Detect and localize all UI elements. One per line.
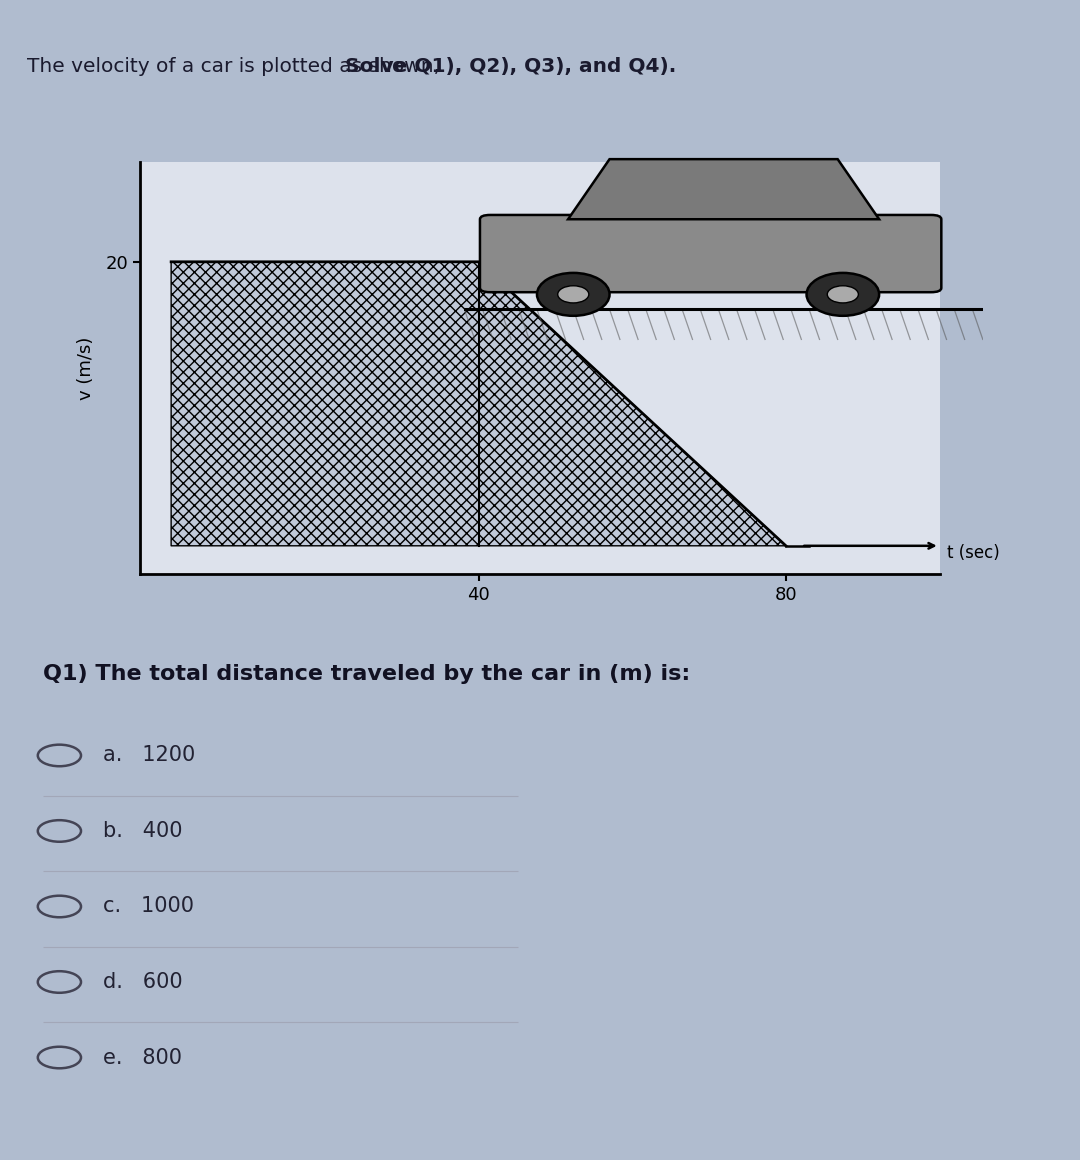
Text: d.   600: d. 600 (103, 972, 183, 992)
Polygon shape (568, 159, 879, 219)
Text: Q1) The total distance traveled by the car in (m) is:: Q1) The total distance traveled by the c… (43, 664, 690, 683)
Text: c.   1000: c. 1000 (103, 897, 193, 916)
Ellipse shape (807, 273, 879, 316)
Text: The velocity of a car is plotted as shown,: The velocity of a car is plotted as show… (27, 58, 446, 77)
Text: b.   400: b. 400 (103, 821, 183, 841)
Ellipse shape (827, 285, 859, 303)
Text: e.   800: e. 800 (103, 1047, 181, 1067)
Text: t (sec): t (sec) (947, 544, 1000, 561)
Y-axis label: v (m/s): v (m/s) (77, 336, 95, 400)
Ellipse shape (537, 273, 609, 316)
Text: Solve Q1), Q2), Q3), and Q4).: Solve Q1), Q2), Q3), and Q4). (346, 58, 676, 77)
Text: a.   1200: a. 1200 (103, 746, 194, 766)
FancyBboxPatch shape (480, 215, 942, 292)
Ellipse shape (557, 285, 589, 303)
